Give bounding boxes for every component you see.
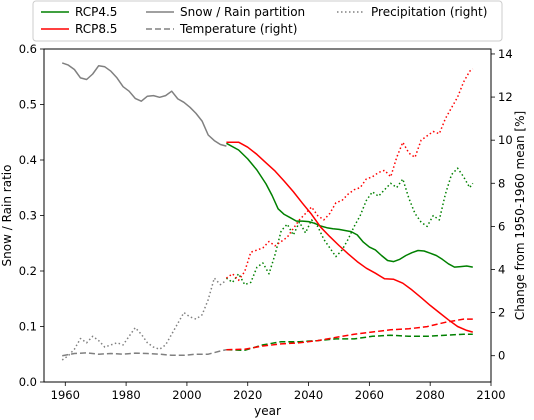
y-axis-label-right: Change from 1950-1960 mean [%] xyxy=(513,111,527,320)
legend-label: RCP4.5 xyxy=(75,5,117,19)
series-line-temperature-right-rcp4-5 xyxy=(226,333,473,352)
x-tick-label: 1960 xyxy=(51,388,80,402)
legend-label: Precipitation (right) xyxy=(371,5,487,19)
series-line-temperature-right-rcp8-5 xyxy=(226,318,473,351)
y-right-tick-label: 14 xyxy=(498,47,513,61)
y-left-tick-label: 0.4 xyxy=(19,153,37,167)
y-right-tick-label: 2 xyxy=(498,306,505,320)
y-axis-label-left: Snow / Rain ratio xyxy=(0,165,14,267)
series-line-temperature-right-historical xyxy=(62,348,227,357)
x-tick-label: 2080 xyxy=(416,388,445,402)
x-tick-label: 2000 xyxy=(172,388,201,402)
x-tick-label: 2020 xyxy=(233,388,262,402)
legend-label: Temperature (right) xyxy=(179,22,297,36)
x-tick-label: 1980 xyxy=(111,388,140,402)
x-tick-label: 2040 xyxy=(294,388,323,402)
legend-box xyxy=(32,0,503,42)
y-right-tick-label: 6 xyxy=(498,219,505,233)
y-right-tick-label: 8 xyxy=(498,176,505,190)
x-axis-label: year xyxy=(254,404,281,418)
legend-label: Snow / Rain partition xyxy=(180,5,305,19)
y-axis-right: 0 2 4 6 8 10 12 14 xyxy=(491,47,513,363)
series-line-snow-rain-partition-rcp8-5 xyxy=(226,141,474,333)
legend: RCP4.5 RCP8.5 Snow / Rain partition Tempera… xyxy=(32,0,503,42)
plot-frame xyxy=(43,48,492,383)
series-line-snow-rain-partition-historical xyxy=(61,62,227,147)
x-tick-label: 2060 xyxy=(355,388,384,402)
x-tick-label: 2100 xyxy=(476,388,505,402)
y-right-tick-label: 0 xyxy=(498,349,505,363)
y-left-tick-label: 0.5 xyxy=(19,98,37,112)
series-line-snow-rain-partition-rcp4-5 xyxy=(226,142,473,268)
y-right-tick-label: 10 xyxy=(498,133,513,147)
y-left-tick-label: 0.2 xyxy=(19,264,37,278)
y-left-tick-label: 0.3 xyxy=(19,209,37,223)
series-line-precipitation-right-rcp4-5 xyxy=(225,167,474,286)
x-axis: 1960 1980 2000 2020 2040 2060 2080 2100 xyxy=(51,382,506,402)
y-left-tick-label: 0.0 xyxy=(19,375,37,389)
y-left-tick-label: 0.1 xyxy=(19,320,37,334)
series-line-precipitation-right-rcp8-5 xyxy=(225,68,474,282)
series-layer xyxy=(61,62,474,361)
series-line-precipitation-right-historical xyxy=(61,277,227,361)
y-right-tick-label: 12 xyxy=(498,90,513,104)
y-left-tick-label: 0.6 xyxy=(19,42,37,56)
y-axis-left: 0.0 0.1 0.2 0.3 0.4 0.5 0.6 xyxy=(19,42,44,389)
y-right-tick-label: 4 xyxy=(498,262,505,276)
legend-label: RCP8.5 xyxy=(75,22,117,36)
